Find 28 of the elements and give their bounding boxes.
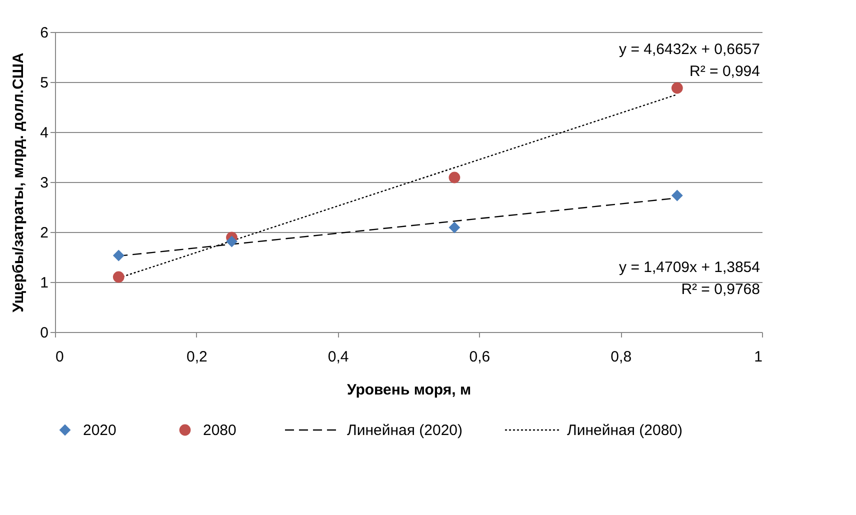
point [671,82,683,94]
point [671,190,683,202]
point [448,222,460,234]
legend-label: Линейная (2020) [347,422,463,439]
x-tick-label: 0 [56,348,64,366]
point [226,236,238,248]
y-tick-label: 0 [40,324,48,342]
legend-label: 2080 [203,422,236,439]
point [112,271,124,283]
y-axis-title: Ущербы/затраты, млрд. долл.США [10,52,28,312]
annotation: y = 4,6432x + 0,6657 R² = 0,994 [619,41,760,80]
x-tick-label: 0,2 [186,348,208,366]
y-tick-label: 3 [40,174,48,192]
x-tick-label: 0,6 [469,348,490,366]
annotation: y = 1,4709x + 1,3854 R² = 0,9768 [619,259,760,298]
x-axis-title: Уровень моря, м [346,382,472,398]
legend-label: 2020 [83,422,116,439]
y-tick-label: 6 [40,24,48,42]
x-tick-label: 0,8 [610,348,632,366]
y-tick-label: 2 [40,224,48,242]
y-tick-label: 1 [40,274,48,292]
y-tick-label: 4 [40,124,48,142]
legend-label: Линейная (2080) [567,422,683,439]
point [448,172,460,184]
point [112,250,124,262]
x-tick-label: 0,4 [328,348,349,366]
y-tick-label: 5 [40,74,48,92]
x-tick-label: 1 [754,348,762,366]
